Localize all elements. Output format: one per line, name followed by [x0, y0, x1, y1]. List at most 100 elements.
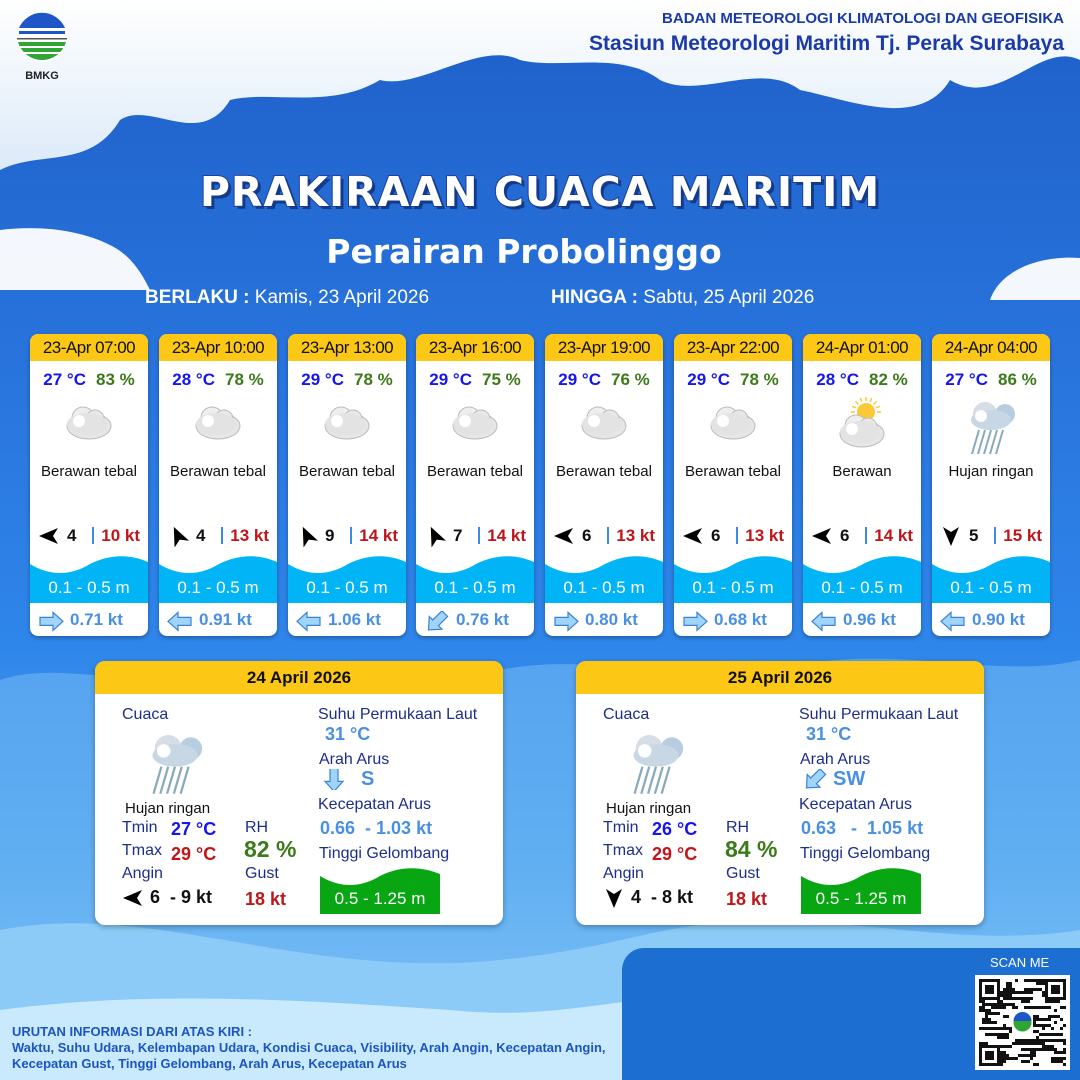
valid-to-label: HINGGA : [551, 287, 638, 308]
wave-height-value: 0.1 - 0.5 m [563, 578, 645, 597]
sst-label: Suhu Permukaan Laut [799, 706, 959, 723]
wave-icon [803, 556, 921, 603]
gust-speed: 10 kt [101, 526, 140, 545]
divider [350, 527, 352, 544]
gust-speed: 13 kt [616, 526, 655, 545]
wave-height-value: 0.1 - 0.5 m [48, 578, 130, 597]
wave-height-value: 0.1 - 0.5 m [692, 578, 774, 597]
current-direction-value: S [361, 768, 375, 790]
wind-direction-icon [943, 527, 959, 546]
sst-label: Suhu Permukaan Laut [318, 706, 478, 723]
cloud-icon [452, 406, 498, 440]
weather-condition: Hujan ringan [606, 800, 692, 817]
current-speed-value: 0.66 - 1.03 kt [320, 818, 433, 838]
qr-code[interactable] [975, 975, 1070, 1070]
current-row: 0.96 kt [803, 608, 921, 632]
tmin-label: Tmin [122, 819, 158, 836]
weather-label: Cuaca [603, 706, 650, 723]
wave-icon [674, 556, 792, 603]
wave-height-value: 0.1 - 0.5 m [306, 578, 388, 597]
current-direction-icon [296, 611, 321, 632]
gust-label: Gust [245, 865, 279, 882]
current-direction-label: Arah Arus [319, 751, 390, 768]
humidity: 78 % [224, 370, 264, 389]
divider [865, 527, 867, 544]
forecast-time: 23-Apr 19:00 [545, 334, 663, 361]
divider [994, 527, 996, 544]
current-speed: 0.76 kt [456, 610, 509, 629]
current-direction-icon [811, 611, 836, 632]
rain-cloud-icon [152, 735, 203, 795]
humidity: 82 % [868, 370, 908, 389]
bmkg-logo: BMKG [14, 10, 70, 82]
humidity: 78 % [739, 370, 779, 389]
tmin-value: 27 °C [171, 819, 217, 839]
forecast-time: 24-Apr 04:00 [932, 334, 1050, 361]
air-temperature: 29 °C [558, 370, 601, 389]
current-row: 0.68 kt [674, 608, 792, 632]
wind-direction-icon [430, 526, 447, 547]
cloud-icon [195, 406, 241, 440]
daily-panel: 25 April 2026 Cuaca Hujan ringan Tmin 26… [576, 661, 984, 925]
tmax-value: 29 °C [652, 844, 698, 864]
wind-range: 4 - 8 kt [631, 887, 694, 907]
wave-height: 0.1 - 0.5 m [416, 554, 534, 603]
tmax-value: 29 °C [171, 844, 217, 864]
wind-label: Angin [122, 865, 163, 882]
current-row: 0.71 kt [30, 608, 148, 632]
current-row: 0.80 kt [545, 608, 663, 632]
valid-to: HINGGA : Sabtu, 25 April 2026 [551, 287, 814, 309]
rain-cloud-icon [633, 735, 684, 795]
current-speed-label: Kecepatan Arus [318, 796, 431, 813]
current-direction-icon [323, 767, 345, 793]
humidity: 76 % [610, 370, 650, 389]
wind-speed: 7 [453, 526, 463, 545]
wave-icon [545, 556, 663, 603]
wave-height: 0.1 - 0.5 m [288, 554, 406, 603]
wind-speed: 6 [840, 526, 850, 545]
scan-label: SCAN ME [990, 955, 1050, 970]
wave-icon [416, 556, 534, 603]
wind-row: 7 14 kt [416, 524, 534, 548]
wind-speed: 6 [582, 526, 592, 545]
station-name: Stasiun Meteorologi Maritim Tj. Perak Su… [589, 32, 1064, 55]
current-direction-icon [167, 611, 192, 632]
valid-from-label: BERLAKU : [145, 287, 250, 308]
valid-from-date: Kamis, 23 April 2026 [254, 287, 430, 308]
cloud-icon [581, 406, 627, 440]
weather-condition: Berawan [832, 463, 892, 480]
wind-row: 9 14 kt [288, 524, 406, 548]
wave-height: 0.5 - 1.25 m [801, 866, 921, 914]
humidity: 75 % [481, 370, 521, 389]
cloud-icon [324, 406, 370, 440]
wind-row: 6 13 kt [545, 524, 663, 548]
air-temperature: 28 °C [172, 370, 215, 389]
current-speed: 1.06 kt [328, 610, 381, 629]
wind-range: 6 - 9 kt [150, 887, 213, 907]
current-direction-label: Arah Arus [800, 751, 871, 768]
weather-label: Cuaca [122, 706, 169, 723]
gust-speed: 13 kt [230, 526, 269, 545]
current-speed: 0.90 kt [972, 610, 1025, 629]
wind-speed: 6 [711, 526, 721, 545]
current-direction-icon [683, 611, 708, 632]
weather-condition: Berawan tebal [41, 463, 137, 480]
divider [736, 527, 738, 544]
humidity: 78 % [353, 370, 393, 389]
rh-label: RH [726, 819, 750, 836]
weather-condition: Hujan ringan [948, 463, 1034, 480]
wind-label: Angin [603, 865, 644, 882]
gust-value: 18 kt [245, 889, 287, 909]
wind-direction-icon [173, 526, 190, 547]
wave-height: 0.5 - 1.25 m [320, 866, 440, 914]
rh-value: 82 % [244, 836, 297, 862]
wave-height: 0.1 - 0.5 m [932, 554, 1050, 603]
wave-icon [801, 868, 921, 914]
tmin-value: 26 °C [652, 819, 698, 839]
wind-row: 4 13 kt [159, 524, 277, 548]
current-speed-value: 0.63 - 1.05 kt [801, 818, 924, 838]
current-speed: 0.68 kt [714, 610, 767, 629]
bmkg-logo-icon [17, 12, 67, 62]
sst-value: 31 °C [806, 724, 852, 744]
